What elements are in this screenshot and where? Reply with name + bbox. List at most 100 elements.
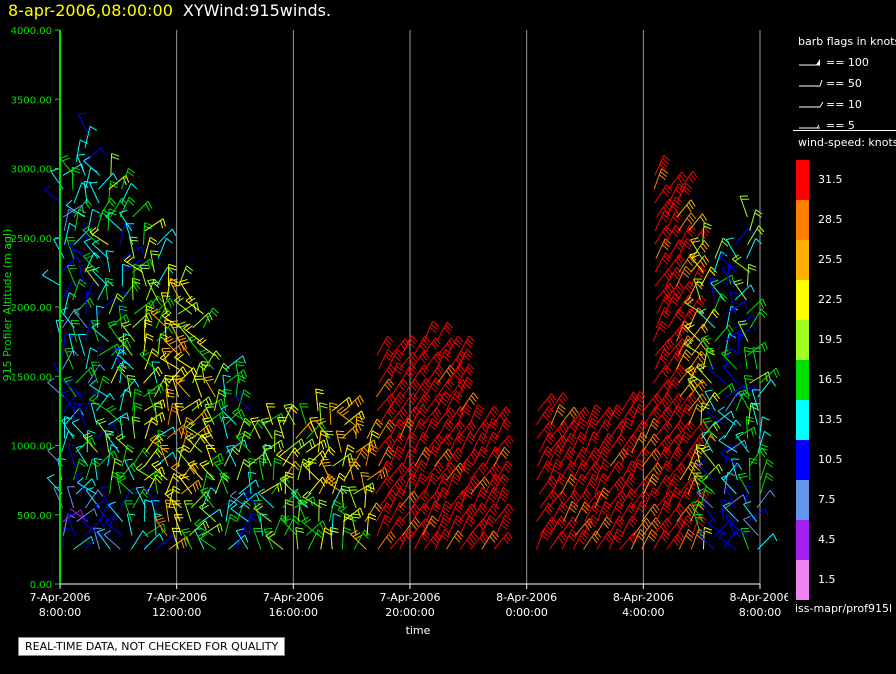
barb-flag: [374, 505, 381, 513]
wind-barb: [235, 432, 252, 453]
barb-flag: [721, 349, 729, 354]
barb-flag: [181, 528, 190, 531]
barb-flag: [252, 420, 261, 423]
wind-barb: [66, 379, 85, 398]
barb-shaft: [85, 489, 100, 509]
wind-barb: [83, 238, 99, 259]
barb-flag: [627, 448, 634, 455]
wind-barb: [596, 530, 615, 550]
colorbar-swatch: [796, 200, 809, 240]
barb-shaft: [726, 306, 732, 328]
barb-flag: [559, 426, 565, 434]
wind-barb: [344, 410, 366, 426]
barb-flag: [628, 411, 635, 419]
barb-flag: [703, 240, 710, 248]
wind-barb: [121, 320, 136, 342]
wind-barb: [262, 443, 273, 467]
barb-flag: [685, 509, 691, 517]
barb-flag: [683, 320, 691, 327]
wind-barb: [237, 389, 251, 412]
wind-barb: [387, 391, 406, 412]
wind-barb: [262, 439, 284, 453]
barb-flag: [474, 476, 480, 484]
wind-barb: [232, 407, 252, 426]
barb-shaft: [236, 459, 245, 481]
barb-flag: [649, 532, 657, 539]
wind-barb: [132, 258, 154, 273]
barb-flag: [185, 421, 193, 428]
barb-flag: [116, 471, 125, 474]
wind-barb: [223, 446, 241, 467]
barb-shaft: [67, 445, 76, 467]
wind-barb: [743, 374, 753, 398]
barb-flag: [549, 478, 556, 486]
wind-barb: [401, 503, 421, 522]
barb-flag: [620, 476, 626, 484]
barb-flag: [686, 313, 694, 321]
wind-barb: [739, 195, 750, 218]
barb-flag: [764, 430, 772, 437]
barb-flag: [638, 531, 646, 539]
wind-barb: [188, 520, 210, 536]
wind-barb: [759, 472, 774, 495]
barb-flag: [429, 327, 437, 333]
barb-flag: [470, 453, 476, 462]
barb-shaft: [68, 333, 75, 356]
wind-barb: [411, 518, 431, 536]
barb-flag: [672, 379, 680, 387]
wind-barb: [150, 250, 160, 273]
barb-flag: [397, 490, 405, 497]
barb-flag: [134, 379, 140, 388]
wind-barb: [723, 462, 743, 481]
barb-flag: [242, 355, 247, 364]
barb-shaft: [399, 392, 414, 412]
barb-flag: [103, 530, 112, 536]
barb-flag: [77, 477, 84, 484]
barb-flag: [470, 395, 477, 403]
source-label: iss-mapr/prof915l: [795, 602, 893, 615]
barb-flag: [581, 494, 588, 502]
barb-flag: [283, 518, 292, 523]
barb-shaft: [437, 500, 447, 522]
barb-flag: [430, 451, 438, 458]
barb-flag: [632, 434, 639, 441]
barb-flag: [680, 517, 686, 526]
wind-barb: [202, 307, 219, 328]
barb-flag: [676, 467, 682, 476]
barb-shaft: [239, 516, 251, 536]
wind-barb: [92, 266, 109, 287]
wind-barb: [737, 320, 749, 342]
barb-flag: [68, 240, 76, 246]
wind-barb: [664, 293, 681, 315]
barb-shaft: [60, 310, 75, 329]
wind-barb: [173, 514, 184, 536]
wind-barb: [609, 448, 629, 467]
barb-flag: [256, 422, 263, 429]
barb-flag: [702, 242, 708, 250]
wind-barb: [434, 448, 453, 467]
barb-flag: [501, 489, 509, 496]
barb-flag: [450, 462, 456, 470]
wind-barb: [121, 263, 131, 287]
barb-flag: [76, 392, 82, 400]
wind-barb: [320, 527, 332, 550]
barb-flag: [285, 471, 294, 476]
wind-barb: [666, 446, 684, 467]
wind-barb: [63, 392, 82, 412]
barb-shaft: [220, 408, 237, 426]
barb-flag: [435, 398, 441, 406]
barb-flag: [171, 405, 180, 411]
barb-flag: [638, 403, 646, 410]
barb-flag: [618, 436, 625, 444]
y-tick-label: 2000.00: [11, 303, 52, 314]
barb-flag: [652, 436, 658, 444]
wind-barb: [331, 513, 341, 536]
wind-barb: [75, 437, 96, 453]
barb-flag: [443, 506, 450, 513]
barb-flag: [410, 445, 418, 452]
barb-flag: [590, 420, 598, 427]
wind-barb: [63, 292, 77, 315]
wind-barb: [124, 500, 134, 522]
barb-flag: [738, 472, 747, 476]
barb-shaft: [229, 495, 250, 509]
